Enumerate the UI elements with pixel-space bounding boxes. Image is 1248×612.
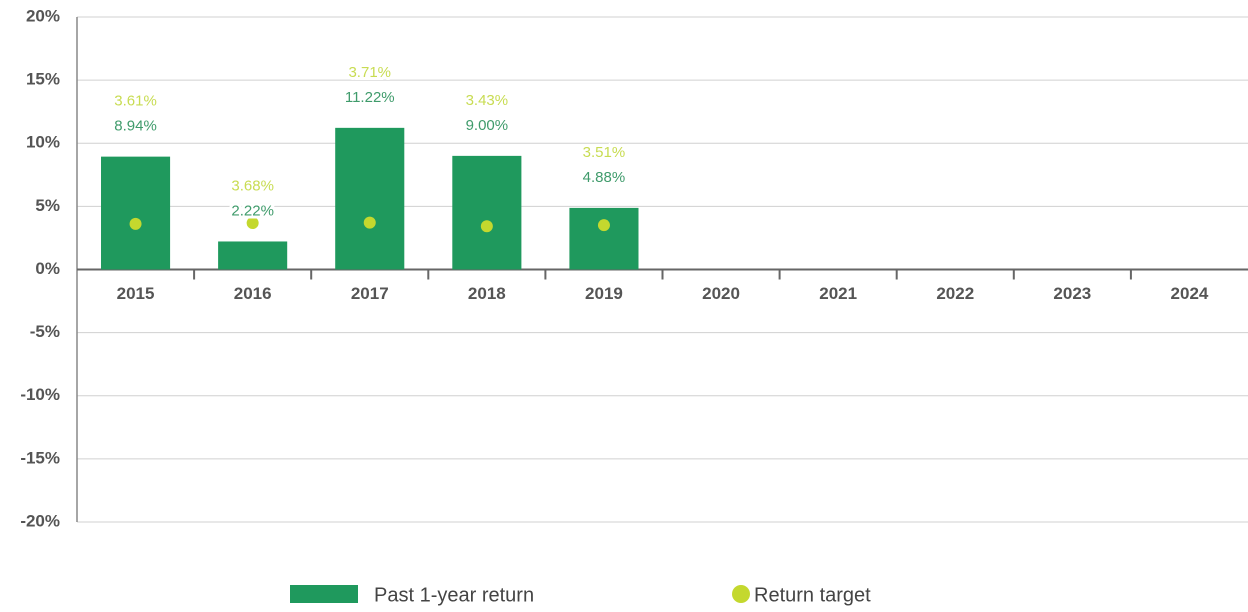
x-tick-label: 2021 <box>819 284 857 303</box>
target-dot <box>129 217 142 230</box>
bar <box>452 155 522 270</box>
value-label: 3.71% <box>348 64 391 81</box>
value-label: 8.94% <box>114 118 157 135</box>
legend-label: Return target <box>754 584 871 606</box>
target-dot <box>480 220 493 233</box>
x-tick-label: 2019 <box>585 284 623 303</box>
x-tick-label: 2016 <box>234 284 272 303</box>
bar <box>569 207 639 270</box>
x-tick-label: 2018 <box>468 284 506 303</box>
value-label: 3.43% <box>466 92 509 109</box>
target-dot <box>363 216 376 229</box>
target-dot <box>597 219 610 232</box>
value-label: 2.22% <box>231 202 274 219</box>
y-tick-label: 10% <box>26 133 60 152</box>
bar <box>101 156 171 270</box>
y-tick-label: -10% <box>20 385 60 404</box>
bar <box>218 241 288 270</box>
y-tick-label: -15% <box>20 448 60 467</box>
y-tick-label: 20% <box>26 6 60 25</box>
legend-swatch <box>732 585 750 603</box>
value-label: 11.22% <box>345 89 395 106</box>
value-label: 4.88% <box>583 169 626 186</box>
x-tick-label: 2020 <box>702 284 740 303</box>
x-tick-label: 2023 <box>1053 284 1091 303</box>
x-tick-label: 2022 <box>936 284 974 303</box>
value-label: 3.51% <box>583 144 626 161</box>
value-label: 9.00% <box>466 117 509 134</box>
value-label: 3.61% <box>114 93 157 110</box>
legend-swatch <box>290 585 358 603</box>
x-tick-label: 2024 <box>1171 284 1209 303</box>
bar <box>335 127 405 270</box>
value-label: 3.68% <box>231 177 274 194</box>
y-tick-label: 0% <box>35 259 60 278</box>
legend-label: Past 1-year return <box>374 584 534 606</box>
y-tick-label: -20% <box>20 511 60 530</box>
y-tick-label: -5% <box>30 322 60 341</box>
x-tick-label: 2017 <box>351 284 389 303</box>
y-tick-label: 15% <box>26 70 60 89</box>
target-dot <box>246 217 259 230</box>
y-tick-label: 5% <box>35 196 60 215</box>
x-tick-label: 2015 <box>117 284 155 303</box>
